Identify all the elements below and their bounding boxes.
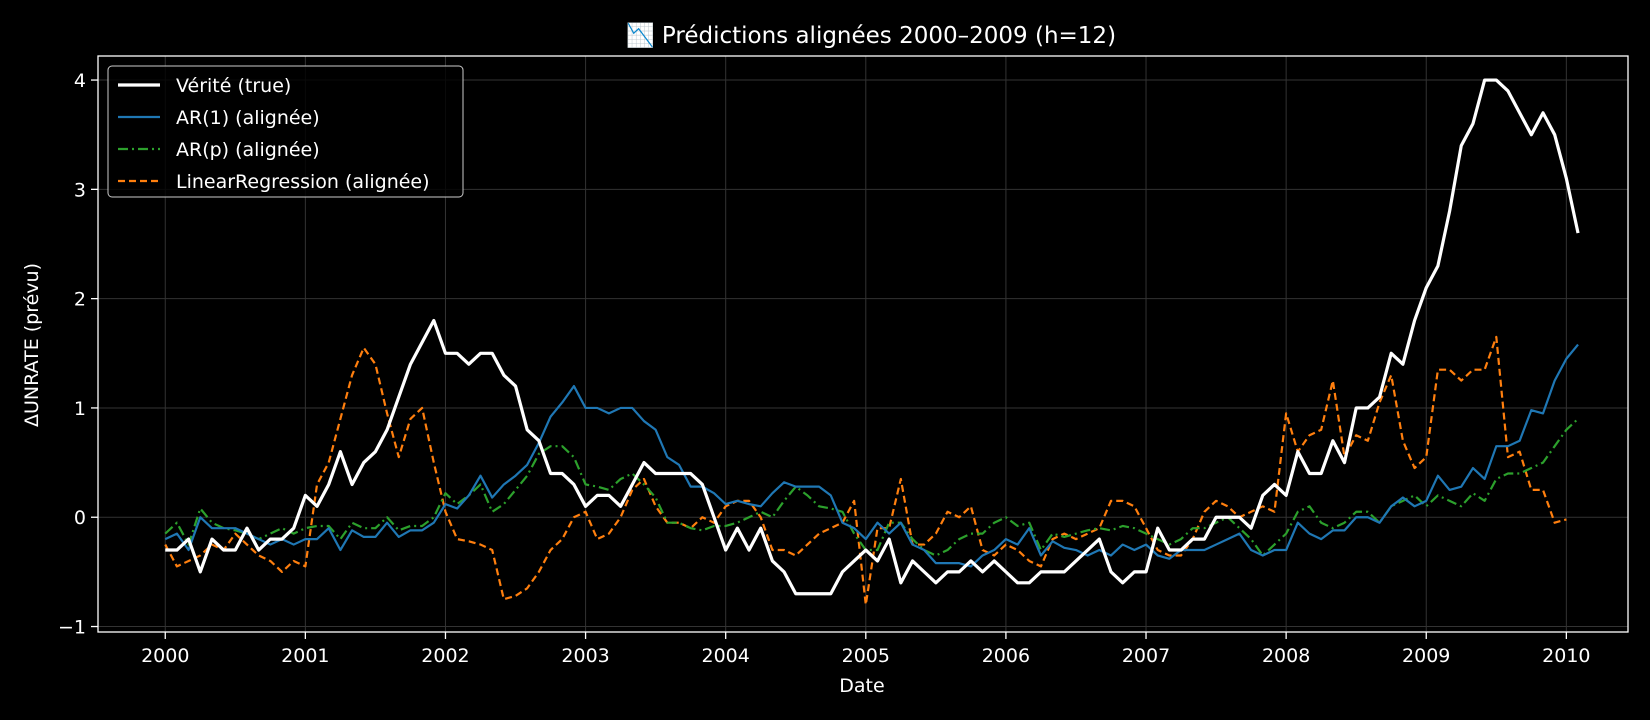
x-tick-label: 2007 bbox=[1122, 645, 1170, 667]
x-tick-label: 2001 bbox=[281, 645, 329, 667]
y-tick-label: 2 bbox=[74, 289, 86, 311]
series-line-3 bbox=[164, 335, 1567, 606]
x-tick-label: 2003 bbox=[561, 645, 609, 667]
y-tick-label: 1 bbox=[74, 398, 86, 420]
x-tick-label: 2004 bbox=[702, 645, 750, 667]
y-tick-label: −1 bbox=[58, 617, 86, 639]
y-tick-label: 4 bbox=[74, 70, 86, 92]
x-axis: 2000 2001 2002 2003 2004 2005 2006 2007 2008 2009… bbox=[141, 632, 1591, 667]
x-tick-label: 2000 bbox=[141, 645, 189, 667]
legend-label: LinearRegression (alignée) bbox=[176, 171, 430, 193]
series-line-1 bbox=[164, 343, 1579, 568]
plot-frame bbox=[97, 55, 1629, 633]
legend-label: AR(1) (alignée) bbox=[176, 107, 320, 129]
x-tick-label: 2009 bbox=[1402, 645, 1450, 667]
series-line-0 bbox=[165, 78, 1580, 596]
y-axis: −1 0 1 2 3 4 bbox=[58, 70, 98, 639]
legend-label: Vérité (true) bbox=[176, 75, 291, 97]
x-axis-label: Date bbox=[839, 675, 884, 697]
x-tick-label: 2008 bbox=[1262, 645, 1310, 667]
y-tick-label: 3 bbox=[74, 179, 86, 201]
series-layer bbox=[164, 78, 1580, 606]
y-tick-label: 0 bbox=[74, 507, 86, 529]
series-line-2 bbox=[164, 418, 1579, 557]
legend: Vérité (true) AR(1) (alignée) AR(p) (align… bbox=[107, 65, 464, 198]
x-tick-label: 2010 bbox=[1542, 645, 1590, 667]
legend-box bbox=[107, 65, 464, 198]
x-tick-label: 2005 bbox=[842, 645, 890, 667]
legend-label: AR(p) (alignée) bbox=[176, 139, 320, 161]
x-tick-label: 2002 bbox=[421, 645, 469, 667]
chart-title: 📉 Prédictions alignées 2000–2009 (h=12) bbox=[626, 22, 1116, 49]
y-axis-label: ΔUNRATE (prévu) bbox=[21, 263, 43, 427]
x-tick-label: 2006 bbox=[982, 645, 1030, 667]
